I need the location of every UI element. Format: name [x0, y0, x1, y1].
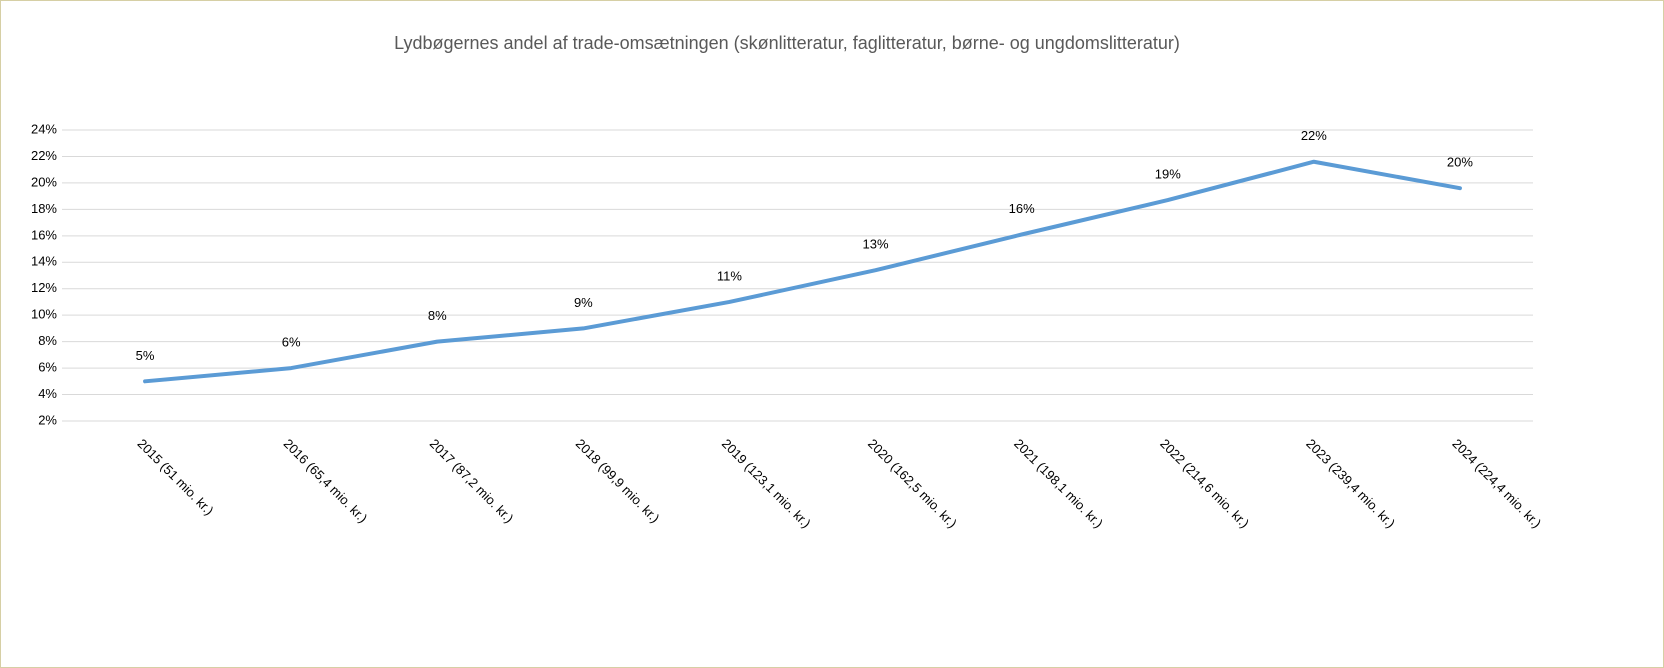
data-label: 13%	[863, 237, 889, 252]
y-tick-label: 20%	[31, 174, 57, 189]
data-line	[143, 159, 1462, 384]
chart-title: Lydbøgernes andel af trade-omsætningen (…	[394, 33, 1180, 53]
data-label: 5%	[136, 348, 155, 363]
data-label: 16%	[1009, 201, 1035, 216]
y-tick-label: 16%	[31, 227, 57, 242]
data-label: 11%	[717, 268, 742, 283]
y-tick-label: 10%	[31, 307, 57, 322]
data-label: 22%	[1301, 128, 1327, 143]
data-label: 9%	[574, 295, 593, 310]
y-tick-label: 6%	[38, 360, 57, 375]
y-tick-label: 14%	[31, 254, 57, 269]
y-tick-label: 8%	[38, 333, 57, 348]
y-tick-label: 2%	[38, 412, 57, 427]
y-tick-label: 12%	[31, 280, 57, 295]
y-tick-label: 22%	[31, 148, 57, 163]
y-tick-label: 4%	[38, 386, 57, 401]
data-label: 8%	[428, 308, 447, 323]
y-tick-label: 18%	[31, 201, 57, 216]
data-label: 19%	[1155, 167, 1181, 182]
y-tick-label: 24%	[31, 121, 57, 136]
data-label: 20%	[1447, 155, 1473, 170]
data-label: 6%	[282, 335, 301, 350]
